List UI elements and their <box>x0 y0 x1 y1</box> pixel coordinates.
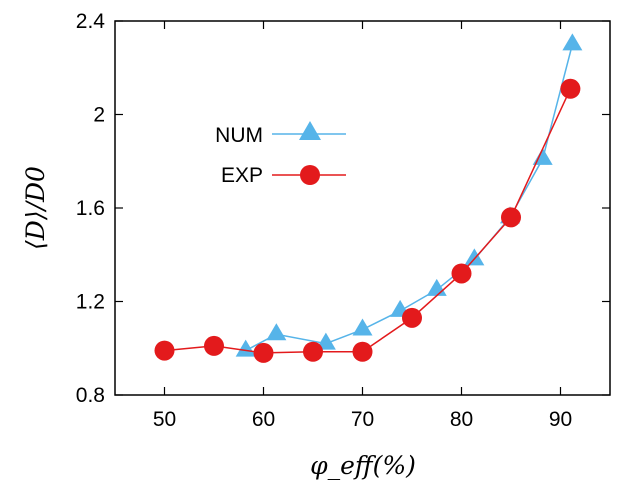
data-point-num <box>235 339 256 357</box>
legend-label-num: NUM <box>215 124 263 147</box>
series-line-num <box>245 44 574 352</box>
x-tick-label: 60 <box>252 408 275 431</box>
x-axis-label: φ_eff(%) <box>310 451 416 480</box>
y-tick-label: 0.8 <box>76 384 105 407</box>
series-layer <box>154 33 583 363</box>
data-point-num <box>352 318 373 336</box>
y-tick-label: 2 <box>93 104 105 127</box>
legend: NUM EXP <box>215 121 346 187</box>
data-point-exp <box>253 342 274 363</box>
data-point-exp <box>352 341 373 362</box>
data-point-num <box>426 278 447 296</box>
y-tick-label: 2.4 <box>76 10 106 33</box>
data-point-exp <box>402 307 422 328</box>
legend-marker-exp <box>300 165 320 185</box>
data-point-exp <box>204 335 224 356</box>
x-tick-label: 70 <box>351 408 374 431</box>
data-point-num <box>266 323 287 341</box>
y-tick-label: 1.6 <box>76 197 105 220</box>
x-tick-label: 90 <box>549 408 572 431</box>
x-tick-labels: 50 60 70 80 90 <box>153 408 572 431</box>
plot-frame <box>114 20 611 396</box>
x-tick-label: 80 <box>450 408 473 431</box>
data-point-num <box>464 248 485 266</box>
data-point-exp <box>560 78 581 99</box>
y-tick-label: 1.2 <box>76 291 105 314</box>
data-point-num <box>562 33 583 51</box>
legend-label-exp: EXP <box>221 164 263 187</box>
data-point-exp <box>501 207 521 228</box>
x-tick-label: 50 <box>153 408 176 431</box>
data-point-exp <box>154 340 175 361</box>
data-point-num <box>315 332 336 350</box>
data-point-exp <box>303 341 323 362</box>
y-axis-label: ⟨D⟩/D0 <box>21 166 50 250</box>
data-point-exp <box>451 263 472 284</box>
legend-marker-num <box>299 121 321 140</box>
axis-ticks <box>115 20 610 396</box>
y-tick-labels: 0.8 1.2 1.6 2 2.4 <box>76 10 106 407</box>
